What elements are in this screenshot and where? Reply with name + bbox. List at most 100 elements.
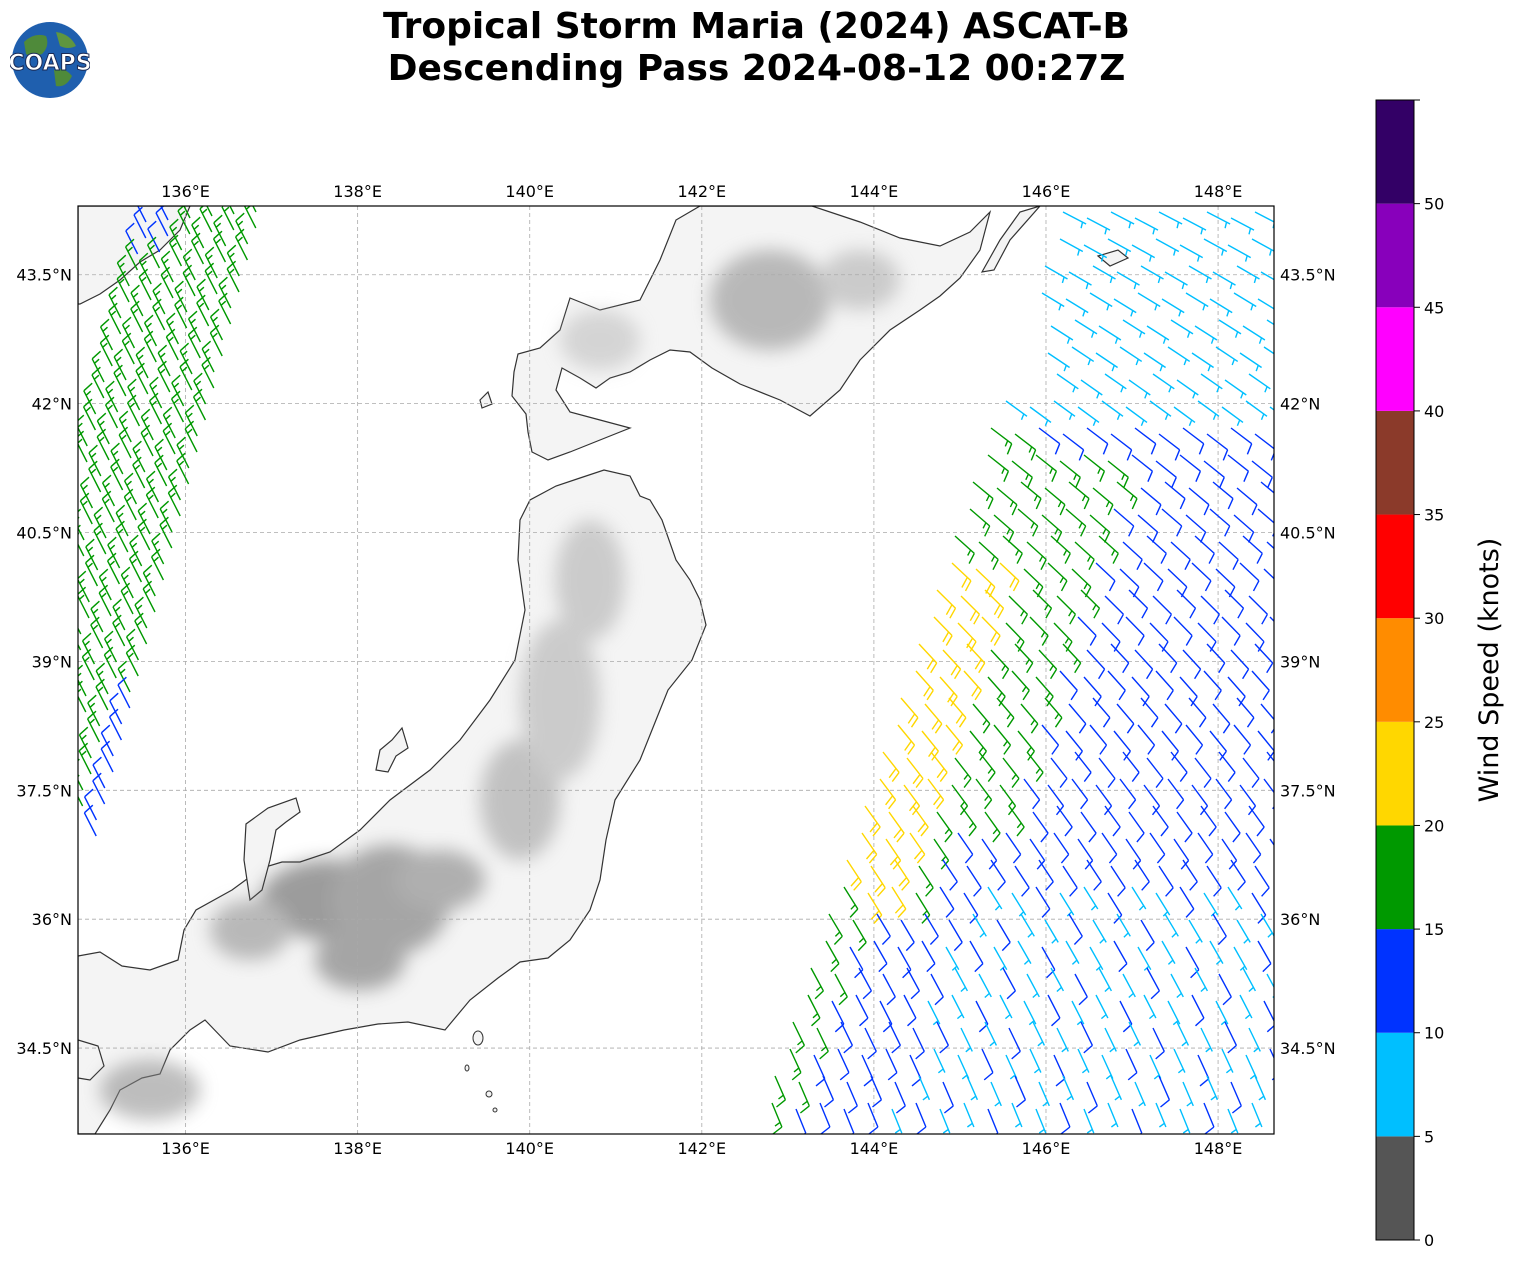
wind-barb (1251, 1102, 1263, 1128)
wind-barb (93, 506, 107, 539)
wind-barb (138, 252, 152, 285)
wind-barb (1206, 433, 1229, 461)
wind-barb (1032, 589, 1053, 619)
wind-barb (1041, 514, 1063, 543)
wind-barb (1137, 514, 1159, 543)
wind-barb (121, 316, 136, 349)
wind-barb (1185, 724, 1204, 755)
wind-barb (128, 550, 143, 583)
wind-barb (969, 940, 984, 973)
wind-barb (171, 374, 185, 407)
wind-barb (117, 660, 131, 693)
wind-barb (1113, 730, 1131, 761)
wind-barb (1212, 913, 1227, 945)
wind-barb (903, 994, 917, 1027)
wind-barb (882, 973, 896, 1006)
wind-barb (981, 838, 998, 870)
wind-barb (1002, 535, 1023, 564)
wind-barb (1059, 670, 1078, 701)
wind-barb (1218, 751, 1236, 783)
wind-barb (123, 472, 138, 505)
wind-barb (1092, 487, 1114, 516)
wind-barb (1242, 325, 1266, 344)
wind-barb (843, 1108, 855, 1134)
wind-barb (987, 676, 1006, 707)
wind-barb (1167, 778, 1185, 810)
wind-barb (1227, 676, 1246, 707)
wind-barb (137, 518, 151, 551)
axis-labels: 136°E 136°E 138°E 138°E 140°E 140°E 142°E 142°E… (16, 182, 1335, 1158)
wind-barb (1209, 730, 1227, 761)
wind-barb (1017, 940, 1032, 965)
wind-barb (123, 488, 137, 521)
wind-barb (1134, 1081, 1146, 1107)
wind-barb (1245, 832, 1262, 864)
wind-barb (1101, 622, 1121, 652)
wind-barb (1206, 1075, 1219, 1101)
wind-barb (1056, 805, 1073, 837)
wind-barb (1215, 346, 1239, 366)
wind-barb (1203, 238, 1228, 256)
wind-barb (1221, 1048, 1234, 1074)
wind-barb (83, 382, 97, 415)
wind-barb (78, 774, 84, 807)
wind-barb (930, 751, 948, 783)
wind-barb (159, 500, 173, 533)
wind-barb (1164, 481, 1186, 510)
wind-barb (78, 726, 92, 759)
wind-barb (1245, 400, 1268, 420)
wind-barb (1065, 298, 1089, 317)
wind-barb (1122, 751, 1140, 783)
wind-barb (885, 1048, 898, 1081)
wind-barb (115, 504, 129, 537)
wind-barb (1167, 346, 1191, 366)
lat-tick-label-right: 34.5°N (1280, 1039, 1336, 1058)
wind-barb (948, 697, 967, 728)
wind-barb (112, 614, 126, 647)
wind-barb (888, 1021, 902, 1054)
wind-barb (1062, 643, 1082, 674)
wind-barb (1140, 919, 1155, 952)
wind-barb (1125, 406, 1148, 427)
wind-barb (1104, 1027, 1117, 1053)
wind-barb (1191, 994, 1205, 1027)
wind-barb (209, 324, 223, 357)
lat-tick-label-left: 34.5°N (16, 1039, 72, 1058)
wind-barb (1110, 643, 1130, 674)
wind-barb (1044, 487, 1066, 516)
wind-barb (113, 364, 127, 397)
map-frame (77, 205, 1275, 1135)
wind-barb (165, 312, 180, 345)
wind-barb (834, 973, 848, 1006)
lat-tick-label-left: 36°N (32, 910, 72, 929)
wind-barb (116, 270, 130, 303)
wind-barb (936, 811, 953, 843)
wind-barb (1245, 1054, 1258, 1080)
wind-barb (1254, 1075, 1267, 1101)
wind-barb (1134, 859, 1150, 891)
wind-barb (1173, 616, 1193, 646)
wind-barb (1086, 427, 1109, 455)
wind-barb (124, 238, 139, 271)
wind-barb (939, 1108, 951, 1134)
wind-barb (864, 805, 881, 837)
wind-barb (1158, 1075, 1171, 1108)
wind-barb (1260, 913, 1274, 938)
wind-barb (1224, 379, 1247, 399)
wind-barb (1179, 886, 1195, 918)
wind-barb (957, 622, 977, 652)
wind-barb (1239, 562, 1260, 592)
wind-barb (96, 428, 110, 461)
wind-barb (118, 426, 132, 459)
wind-barb (99, 334, 113, 367)
wind-barb (861, 1054, 874, 1087)
wind-barb (1083, 676, 1102, 707)
wind-barb (1053, 832, 1070, 864)
wind-barb (1116, 271, 1140, 290)
wind-barb (1011, 1102, 1023, 1128)
wind-barb (984, 589, 1005, 619)
wind-barb (92, 756, 106, 789)
logo-text: COAPS (10, 51, 90, 76)
wind-barb (1233, 292, 1257, 311)
wind-barb (1146, 325, 1170, 344)
